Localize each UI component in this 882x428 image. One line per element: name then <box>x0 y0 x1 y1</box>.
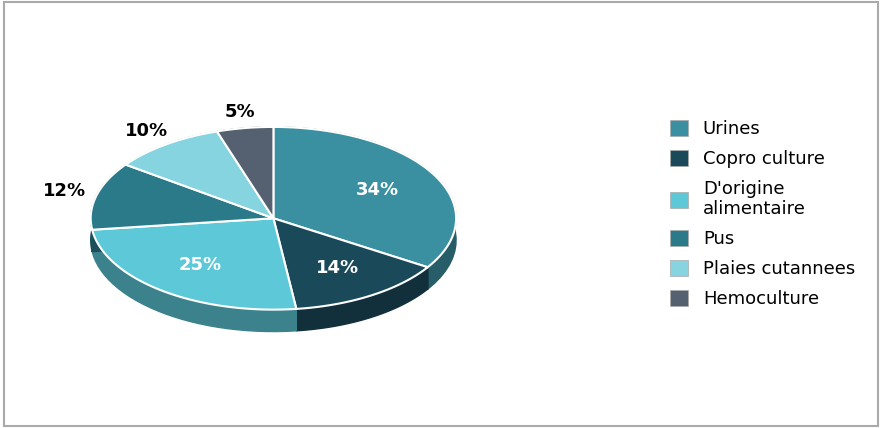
Polygon shape <box>273 218 296 331</box>
Text: 5%: 5% <box>224 103 255 121</box>
Legend: Urines, Copro culture, D'origine
alimentaire, Pus, Plaies cutannees, Hemoculture: Urines, Copro culture, D'origine aliment… <box>662 110 864 318</box>
Text: 25%: 25% <box>179 256 222 274</box>
Polygon shape <box>91 165 125 252</box>
Polygon shape <box>273 218 428 289</box>
Polygon shape <box>217 127 273 218</box>
Polygon shape <box>125 131 217 187</box>
Polygon shape <box>273 127 456 289</box>
Polygon shape <box>296 267 428 331</box>
Polygon shape <box>273 218 428 309</box>
Polygon shape <box>273 218 428 289</box>
Polygon shape <box>273 127 456 267</box>
Text: 10%: 10% <box>125 122 168 140</box>
Polygon shape <box>125 131 273 218</box>
Text: 14%: 14% <box>316 259 359 277</box>
Text: 34%: 34% <box>356 181 399 199</box>
Polygon shape <box>91 165 273 230</box>
Polygon shape <box>92 218 296 309</box>
Polygon shape <box>92 218 273 252</box>
Polygon shape <box>125 165 273 240</box>
Polygon shape <box>92 230 296 332</box>
Polygon shape <box>125 165 273 240</box>
Polygon shape <box>273 218 296 331</box>
Polygon shape <box>217 131 273 240</box>
Text: 12%: 12% <box>43 182 86 200</box>
Polygon shape <box>217 131 273 240</box>
Polygon shape <box>92 218 273 252</box>
Polygon shape <box>217 127 273 153</box>
